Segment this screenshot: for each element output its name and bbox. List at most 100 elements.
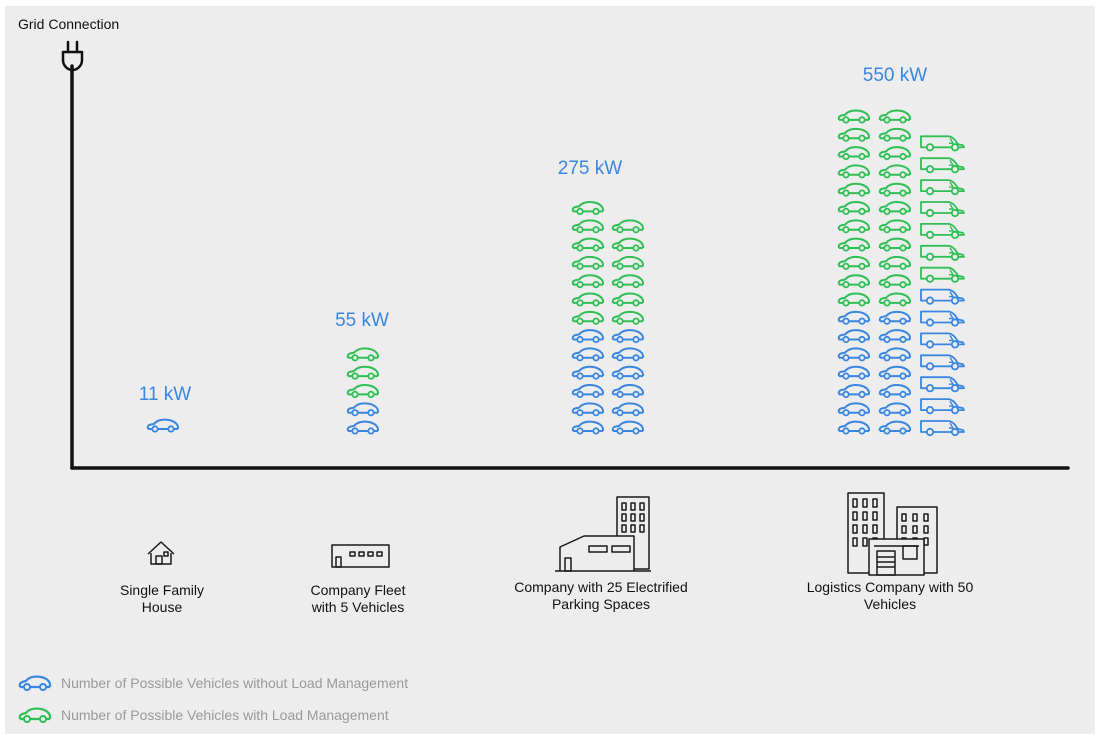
car-icon xyxy=(837,347,870,362)
car-icon xyxy=(611,365,644,380)
car-icon xyxy=(346,347,379,362)
category-label-company-parking: Company with 25 Electrified Parking Spac… xyxy=(514,579,688,612)
car-icon xyxy=(878,365,911,380)
car-icon xyxy=(878,127,911,142)
car-icon xyxy=(837,310,870,325)
car-icon xyxy=(837,146,870,161)
van-icon xyxy=(920,244,965,261)
car-icon xyxy=(571,420,604,435)
value-label-3: 550 kW xyxy=(863,65,927,86)
y-axis-title: Grid Connection xyxy=(18,16,120,32)
van-icon xyxy=(920,288,965,305)
car-icon xyxy=(611,274,644,289)
car-icon xyxy=(837,384,870,398)
car-icon xyxy=(837,201,870,215)
car-icon xyxy=(837,365,870,380)
car-icon xyxy=(611,237,644,252)
car-icon xyxy=(878,329,911,344)
car-icon xyxy=(837,274,870,289)
logistics-buildings-icon xyxy=(847,492,938,576)
value-label-0: 11 kW xyxy=(139,384,192,405)
car-icon xyxy=(611,310,644,325)
car-icon xyxy=(837,255,870,270)
car-icon xyxy=(346,420,379,435)
car-icon xyxy=(878,146,911,161)
car-icon xyxy=(837,237,870,252)
car-icon xyxy=(18,707,52,723)
value-label-1: 55 kW xyxy=(335,310,389,331)
car-icon xyxy=(611,292,644,307)
van-icon xyxy=(920,398,965,415)
car-icon xyxy=(837,182,870,197)
van-icon xyxy=(920,310,965,327)
car-icon xyxy=(571,255,604,270)
legend-label-with-load-management: Number of Possible Vehicles with Load Ma… xyxy=(61,707,389,723)
car-icon xyxy=(571,384,604,398)
chart-svg: 11 kW 55 kW 275 kW 550 kW xyxy=(61,40,1070,576)
car-icon xyxy=(571,201,604,215)
plug-icon xyxy=(61,40,84,72)
car-icon xyxy=(571,347,604,362)
van-icon xyxy=(920,266,965,283)
car-icon xyxy=(878,384,911,398)
van-icon xyxy=(920,222,965,239)
van-icon xyxy=(920,420,965,437)
van-icon xyxy=(920,157,965,174)
car-icon xyxy=(878,420,911,435)
office-building-icon xyxy=(555,496,651,572)
car-icon xyxy=(878,109,911,124)
car-icon xyxy=(878,292,911,307)
van-icon xyxy=(920,332,965,349)
car-icon xyxy=(571,274,604,289)
car-icon xyxy=(611,329,644,344)
car-icon xyxy=(837,109,870,124)
car-icon xyxy=(878,219,911,234)
warehouse-icon xyxy=(331,544,390,568)
car-icon xyxy=(878,201,911,215)
car-icon xyxy=(878,255,911,270)
car-icon xyxy=(837,402,870,417)
category-label-single-family-house: Single Family House xyxy=(119,582,205,615)
car-icon xyxy=(878,274,911,289)
value-label-2: 275 kW xyxy=(558,158,622,179)
car-icon xyxy=(346,384,379,398)
legend-label-without-load-management: Number of Possible Vehicles without Load… xyxy=(61,675,409,691)
van-icon xyxy=(920,135,965,152)
car-icon xyxy=(837,127,870,142)
car-icon xyxy=(611,255,644,270)
car-icon xyxy=(611,219,644,234)
van-icon xyxy=(920,354,965,371)
chart-canvas: Grid Connection 11 kW 55 kW 275 kW 550 kW S… xyxy=(5,6,1095,734)
car-icon xyxy=(878,164,911,179)
car-icon xyxy=(571,329,604,344)
category-label-logistics-company: Logistics Company with 50 Vehicles xyxy=(806,579,974,612)
car-icon xyxy=(18,675,52,691)
legend-item-with-load-management: Number of Possible Vehicles with Load Ma… xyxy=(17,706,389,724)
car-icon xyxy=(571,237,604,252)
car-icon xyxy=(837,219,870,234)
car-icon xyxy=(837,292,870,307)
car-icon xyxy=(878,310,911,325)
house-icon xyxy=(147,541,175,565)
car-icon xyxy=(571,365,604,380)
car-icon xyxy=(878,347,911,362)
car-icon xyxy=(346,402,379,417)
van-icon xyxy=(920,376,965,393)
car-icon xyxy=(611,402,644,417)
legend-item-without-load-management: Number of Possible Vehicles without Load… xyxy=(17,674,408,692)
car-icon xyxy=(837,164,870,179)
van-icon xyxy=(920,201,965,218)
car-icon xyxy=(878,182,911,197)
car-icon xyxy=(837,329,870,344)
car-icon xyxy=(571,402,604,417)
car-icon xyxy=(146,418,179,433)
car-icon xyxy=(611,347,644,362)
car-icon xyxy=(878,402,911,417)
car-icon xyxy=(346,365,379,380)
van-icon xyxy=(920,179,965,196)
car-icon xyxy=(571,219,604,234)
car-icon xyxy=(571,310,604,325)
category-label-company-fleet: Company Fleet with 5 Vehicles xyxy=(310,582,406,615)
car-icon xyxy=(611,384,644,398)
car-icon xyxy=(878,237,911,252)
